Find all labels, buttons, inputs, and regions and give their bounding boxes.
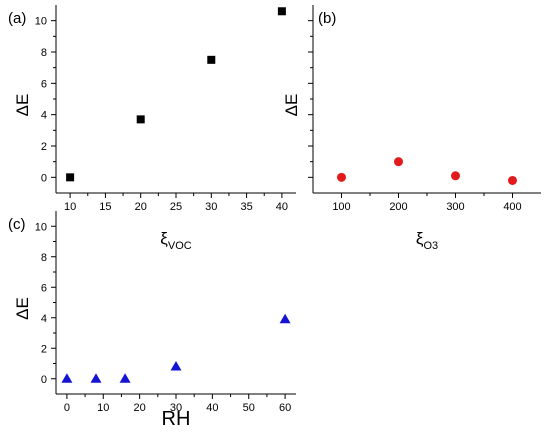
y-tick-label: 8	[41, 252, 47, 264]
x-tick-label: 10	[64, 201, 76, 213]
data-point-triangle	[90, 373, 102, 383]
data-point-circle	[337, 172, 346, 182]
data-point-square	[207, 55, 216, 64]
y-axis-label: ΔE	[13, 94, 32, 117]
x-axis-label: ξO3	[416, 229, 438, 252]
y-axis-label: ΔE	[13, 297, 32, 320]
panel-label: (b)	[318, 10, 336, 27]
panel-label: (a)	[8, 10, 26, 27]
data-point-triangle	[279, 313, 291, 324]
data-point-square	[277, 7, 286, 16]
x-tick-label: 25	[170, 201, 182, 213]
x-tick-label: 30	[170, 402, 182, 414]
y-tick-label: 4	[41, 110, 47, 122]
data-point-circle	[451, 171, 460, 181]
y-tick-label: 4	[41, 313, 47, 325]
plot-panel-b: 100 200 300 400 (b) ΔE ξO3	[282, 5, 541, 252]
x-tick-label: 35	[240, 201, 252, 213]
data-point-circle	[508, 175, 517, 185]
x-tick-label: 10	[97, 402, 109, 414]
x-tick-label: 200	[389, 201, 407, 213]
x-tick-label: 15	[99, 201, 111, 213]
x-tick-label: 50	[243, 402, 255, 414]
data-point-square	[66, 173, 75, 182]
x-tick-label: 400	[503, 201, 521, 213]
y-tick-label: 2	[41, 141, 47, 153]
y-tick-label: 6	[41, 282, 47, 294]
x-tick-label: 20	[135, 201, 147, 213]
data-point-circle	[394, 157, 403, 167]
x-tick-label: 60	[279, 402, 291, 414]
data-point-triangle	[61, 373, 73, 383]
x-tick-label: 0	[64, 402, 70, 414]
y-tick-label: 8	[41, 47, 47, 59]
data-point-triangle	[119, 373, 131, 383]
data-point-triangle	[170, 361, 182, 371]
x-tick-label: 300	[446, 201, 464, 213]
plot-panel-a: 10 15 20 25 30 35 40 0 2 4 6 8 10 (a) ΔE ξVOC	[8, 5, 296, 252]
x-tick-label: 40	[276, 201, 288, 213]
y-tick-label: 2	[41, 343, 47, 355]
y-tick-label: 10	[35, 221, 47, 233]
y-tick-label: 10	[35, 16, 47, 28]
y-tick-label: 0	[41, 374, 47, 386]
x-axis-label: ξVOC	[160, 229, 192, 252]
x-tick-label: 30	[205, 201, 217, 213]
y-axis-label: ΔE	[282, 94, 301, 117]
y-tick-label: 6	[41, 78, 47, 90]
x-tick-label: 20	[134, 402, 146, 414]
y-tick-label: 0	[41, 172, 47, 184]
plot-panel-c: 0 10 20 30 40 50 60 0 2 4 6 8 10 (c) ΔE RH	[8, 211, 296, 430]
x-tick-label: 40	[206, 402, 218, 414]
x-tick-label: 100	[332, 201, 350, 213]
x-axis-label: RH	[162, 408, 191, 430]
data-point-square	[136, 115, 145, 124]
panel-label: (c)	[8, 216, 26, 233]
